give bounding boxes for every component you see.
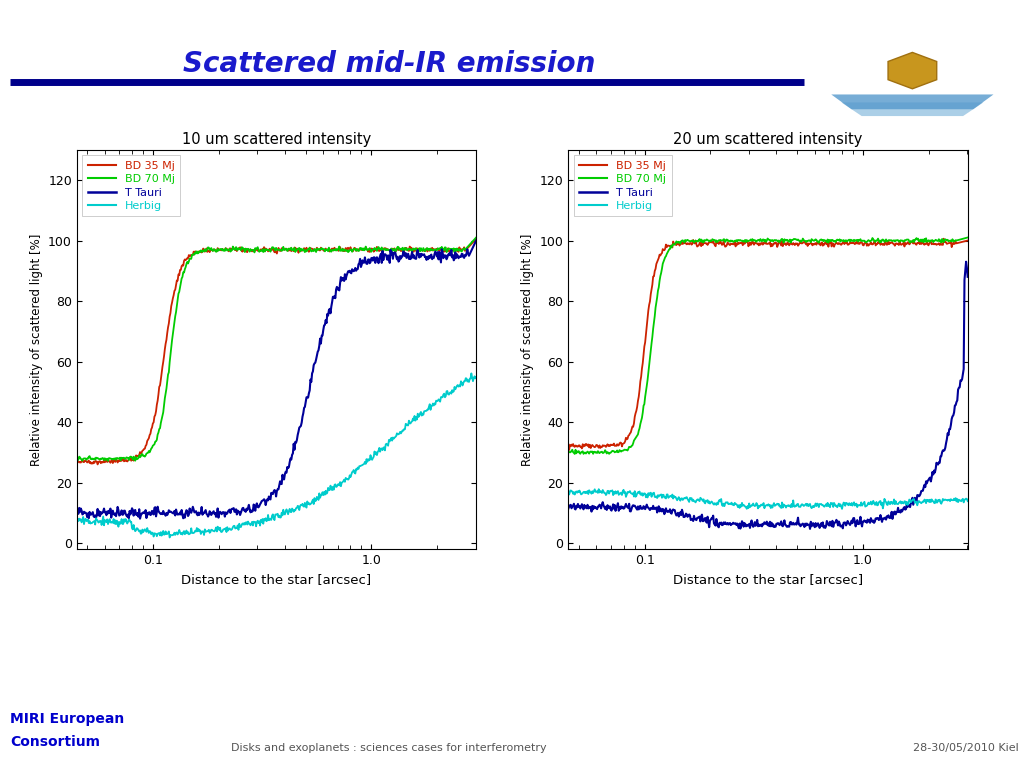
Y-axis label: Relative intensity of scattered light [%]: Relative intensity of scattered light [%… (521, 233, 535, 465)
Legend: BD 35 Mj, BD 70 Mj, T Tauri, Herbig: BD 35 Mj, BD 70 Mj, T Tauri, Herbig (82, 155, 180, 217)
Y-axis label: Relative intensity of scattered light [%]: Relative intensity of scattered light [%… (30, 233, 43, 465)
X-axis label: Distance to the star [arcsec]: Distance to the star [arcsec] (673, 572, 863, 585)
Text: Consortium: Consortium (10, 735, 100, 749)
Polygon shape (842, 102, 983, 116)
Text: Disks and exoplanets : sciences cases for interferometry: Disks and exoplanets : sciences cases fo… (231, 743, 547, 753)
Text: MIRI European: MIRI European (10, 712, 125, 726)
Title: 20 um scattered intensity: 20 um scattered intensity (674, 132, 862, 147)
Text: 28-30/05/2010 Kiel: 28-30/05/2010 Kiel (913, 743, 1019, 753)
Legend: BD 35 Mj, BD 70 Mj, T Tauri, Herbig: BD 35 Mj, BD 70 Mj, T Tauri, Herbig (573, 155, 672, 217)
Title: 10 um scattered intensity: 10 um scattered intensity (182, 132, 371, 147)
X-axis label: Distance to the star [arcsec]: Distance to the star [arcsec] (181, 572, 372, 585)
Polygon shape (831, 94, 993, 109)
Polygon shape (888, 52, 937, 89)
Text: Scattered mid-IR emission: Scattered mid-IR emission (183, 50, 595, 78)
